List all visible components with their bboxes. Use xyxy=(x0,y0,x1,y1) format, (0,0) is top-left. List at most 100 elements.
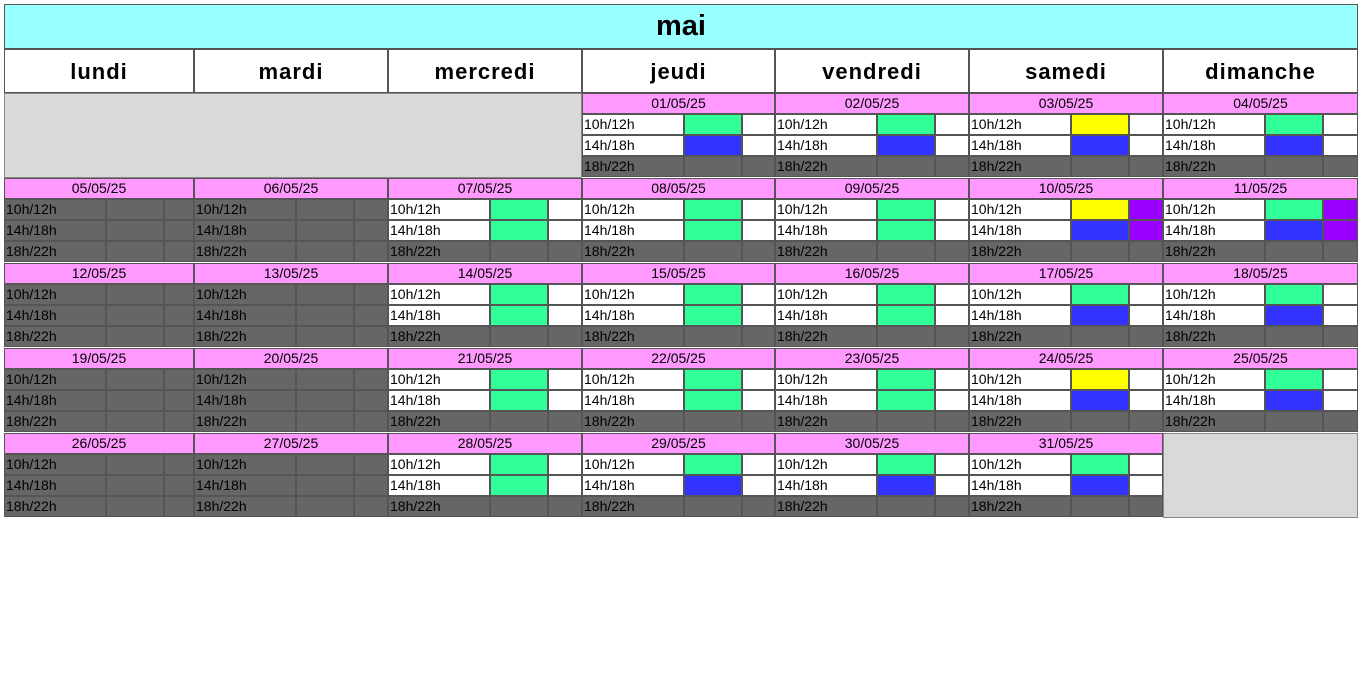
slot-status-blue[interactable] xyxy=(1265,305,1323,326)
slot-extra-closed[interactable] xyxy=(354,390,388,411)
slot-extra-closed[interactable] xyxy=(742,496,775,517)
slot-extra-closed[interactable] xyxy=(354,199,388,220)
slot-extra-closed[interactable] xyxy=(935,156,969,177)
slot-extra-closed[interactable] xyxy=(164,369,194,390)
slot-extra-closed[interactable] xyxy=(164,220,194,241)
slot-status-green[interactable] xyxy=(877,390,935,411)
slot-status-green[interactable] xyxy=(684,284,742,305)
slot-status-green[interactable] xyxy=(684,220,742,241)
slot-status-yellow[interactable] xyxy=(1071,369,1129,390)
slot-status-blue[interactable] xyxy=(1265,220,1323,241)
slot-extra-closed[interactable] xyxy=(742,411,775,432)
slot-status-closed[interactable] xyxy=(296,454,354,475)
slot-extra-closed[interactable] xyxy=(354,241,388,262)
slot-extra-closed[interactable] xyxy=(354,220,388,241)
slot-extra-closed[interactable] xyxy=(354,369,388,390)
slot-status-closed[interactable] xyxy=(877,496,935,517)
slot-status-green[interactable] xyxy=(1265,199,1323,220)
slot-status-closed[interactable] xyxy=(490,496,548,517)
slot-extra-open[interactable] xyxy=(1129,369,1163,390)
slot-status-blue[interactable] xyxy=(1071,135,1129,156)
slot-extra-open[interactable] xyxy=(935,220,969,241)
slot-extra-closed[interactable] xyxy=(935,496,969,517)
slot-status-blue[interactable] xyxy=(1071,305,1129,326)
slot-extra-open[interactable] xyxy=(742,220,775,241)
slot-extra-open[interactable] xyxy=(742,475,775,496)
slot-extra-closed[interactable] xyxy=(354,475,388,496)
slot-extra-open[interactable] xyxy=(935,135,969,156)
slot-extra-closed[interactable] xyxy=(164,305,194,326)
slot-status-green[interactable] xyxy=(877,305,935,326)
slot-extra-closed[interactable] xyxy=(164,454,194,475)
slot-status-green[interactable] xyxy=(1265,114,1323,135)
slot-status-closed[interactable] xyxy=(1265,411,1323,432)
slot-status-closed[interactable] xyxy=(106,199,164,220)
slot-status-green[interactable] xyxy=(490,220,548,241)
slot-status-closed[interactable] xyxy=(1071,496,1129,517)
slot-status-closed[interactable] xyxy=(877,156,935,177)
slot-status-closed[interactable] xyxy=(1071,241,1129,262)
slot-status-closed[interactable] xyxy=(296,390,354,411)
slot-extra-closed[interactable] xyxy=(354,284,388,305)
slot-extra-closed[interactable] xyxy=(164,390,194,411)
slot-extra-open[interactable] xyxy=(1129,475,1163,496)
slot-extra-purple[interactable] xyxy=(1129,199,1163,220)
slot-status-closed[interactable] xyxy=(296,305,354,326)
slot-status-closed[interactable] xyxy=(1071,326,1129,347)
slot-status-closed[interactable] xyxy=(1071,411,1129,432)
slot-extra-closed[interactable] xyxy=(1323,241,1358,262)
slot-extra-closed[interactable] xyxy=(1129,326,1163,347)
slot-extra-closed[interactable] xyxy=(164,284,194,305)
slot-status-blue[interactable] xyxy=(877,475,935,496)
slot-status-closed[interactable] xyxy=(106,284,164,305)
slot-extra-open[interactable] xyxy=(1323,284,1358,305)
slot-extra-closed[interactable] xyxy=(354,326,388,347)
slot-status-green[interactable] xyxy=(1265,369,1323,390)
slot-extra-open[interactable] xyxy=(1323,305,1358,326)
slot-status-closed[interactable] xyxy=(106,241,164,262)
slot-extra-open[interactable] xyxy=(742,369,775,390)
slot-extra-open[interactable] xyxy=(548,369,582,390)
slot-status-closed[interactable] xyxy=(106,220,164,241)
slot-status-closed[interactable] xyxy=(684,241,742,262)
slot-extra-closed[interactable] xyxy=(548,411,582,432)
slot-status-closed[interactable] xyxy=(296,496,354,517)
slot-extra-closed[interactable] xyxy=(742,156,775,177)
slot-status-green[interactable] xyxy=(877,454,935,475)
slot-extra-closed[interactable] xyxy=(354,496,388,517)
slot-status-closed[interactable] xyxy=(296,241,354,262)
slot-extra-open[interactable] xyxy=(742,135,775,156)
slot-status-blue[interactable] xyxy=(684,135,742,156)
slot-extra-open[interactable] xyxy=(548,454,582,475)
slot-extra-open[interactable] xyxy=(742,454,775,475)
slot-extra-open[interactable] xyxy=(1129,454,1163,475)
slot-status-closed[interactable] xyxy=(106,305,164,326)
slot-extra-closed[interactable] xyxy=(1323,411,1358,432)
slot-extra-closed[interactable] xyxy=(935,326,969,347)
slot-status-green[interactable] xyxy=(490,305,548,326)
slot-extra-closed[interactable] xyxy=(354,454,388,475)
slot-extra-open[interactable] xyxy=(548,220,582,241)
slot-extra-open[interactable] xyxy=(935,284,969,305)
slot-extra-closed[interactable] xyxy=(354,411,388,432)
slot-extra-purple[interactable] xyxy=(1323,199,1358,220)
slot-extra-closed[interactable] xyxy=(164,411,194,432)
slot-extra-open[interactable] xyxy=(742,390,775,411)
slot-status-closed[interactable] xyxy=(684,411,742,432)
slot-status-green[interactable] xyxy=(490,199,548,220)
slot-extra-closed[interactable] xyxy=(935,241,969,262)
slot-status-closed[interactable] xyxy=(684,496,742,517)
slot-status-closed[interactable] xyxy=(1265,241,1323,262)
slot-extra-open[interactable] xyxy=(742,284,775,305)
slot-extra-open[interactable] xyxy=(548,475,582,496)
slot-status-closed[interactable] xyxy=(296,326,354,347)
slot-status-closed[interactable] xyxy=(106,326,164,347)
slot-extra-open[interactable] xyxy=(548,284,582,305)
slot-status-green[interactable] xyxy=(1071,284,1129,305)
slot-status-closed[interactable] xyxy=(877,241,935,262)
slot-status-closed[interactable] xyxy=(296,284,354,305)
slot-extra-closed[interactable] xyxy=(1129,411,1163,432)
slot-status-green[interactable] xyxy=(684,305,742,326)
slot-status-closed[interactable] xyxy=(877,411,935,432)
slot-status-green[interactable] xyxy=(684,199,742,220)
